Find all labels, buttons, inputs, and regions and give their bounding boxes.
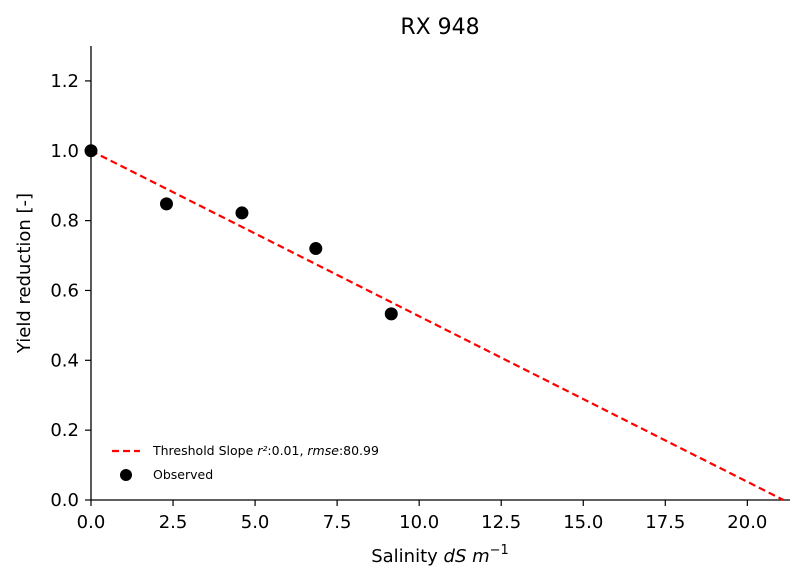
y-tick-label: 1.2 [50, 71, 79, 92]
plot-area [84, 144, 784, 501]
x-tick-label: 2.5 [159, 512, 188, 533]
y-tick-label: 0.8 [50, 211, 79, 232]
observed-point [309, 242, 323, 256]
legend-label-threshold: Threshold Slope r²:0.01, rmse:80.99 [152, 443, 379, 458]
x-tick-label: 0.0 [77, 512, 106, 533]
x-tick-label: 17.5 [645, 512, 685, 533]
y-tick-label: 1.0 [50, 141, 79, 162]
x-tick-label: 5.0 [241, 512, 270, 533]
x-axis-title-prefix: Salinity [371, 546, 443, 567]
legend-r2-value: :0.01, [267, 443, 307, 458]
x-tick-label: 10.0 [399, 512, 439, 533]
observed-point [235, 206, 249, 220]
chart-title: RX 948 [400, 15, 479, 40]
y-tick-label: 0.2 [50, 420, 79, 441]
legend-rmse-value: :80.99 [339, 443, 379, 458]
observed-point [159, 197, 173, 211]
legend-r2-label: r² [257, 443, 267, 458]
observed-point [384, 307, 398, 321]
x-tick-label: 20.0 [727, 512, 767, 533]
y-axis-title: Yield reduction [-] [14, 193, 35, 354]
legend-threshold-name: Threshold Slope [152, 443, 254, 458]
x-tick-label: 12.5 [481, 512, 521, 533]
x-axis-title-math: dS m [444, 546, 490, 567]
y-ticks: 0.0 0.2 0.4 0.6 0.8 1.0 1.2 [50, 71, 91, 511]
y-tick-label: 0.4 [50, 350, 79, 371]
legend: Threshold Slope r²:0.01, rmse:80.99 Obse… [112, 443, 379, 482]
x-ticks: 0.0 2.5 5.0 7.5 10.0 12.5 15.0 17.5 20.0 [77, 500, 767, 533]
x-tick-label: 7.5 [323, 512, 352, 533]
y-tick-label: 0.6 [50, 280, 79, 301]
legend-label-observed: Observed [153, 467, 213, 482]
x-axis-title-exponent: −1 [490, 543, 509, 558]
threshold-slope-line [90, 149, 784, 501]
legend-marker-swatch [120, 469, 132, 481]
legend-rmse-label: rmse [307, 443, 339, 458]
x-axis-title: Salinity dS m−1 [371, 543, 509, 567]
y-tick-label: 0.0 [50, 490, 79, 511]
observed-point [84, 144, 98, 158]
x-tick-label: 15.0 [563, 512, 603, 533]
